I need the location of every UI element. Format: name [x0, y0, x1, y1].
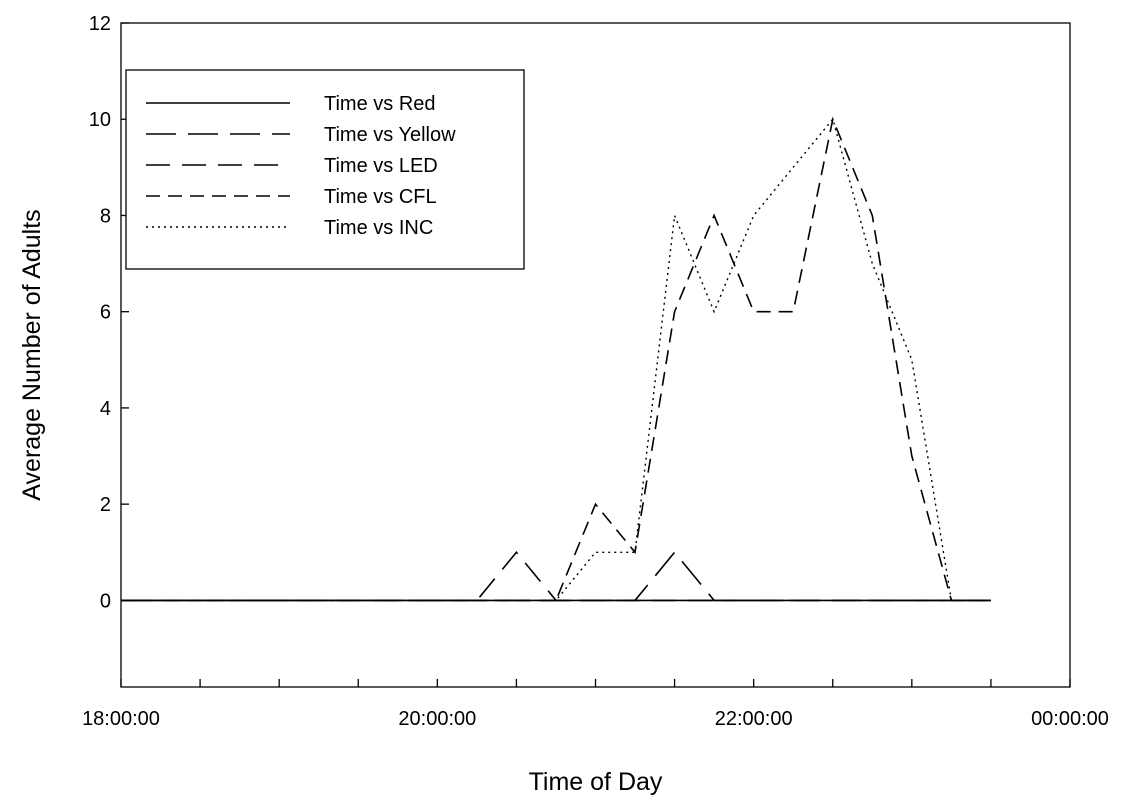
- x-tick-label: 22:00:00: [715, 708, 793, 730]
- legend-label: Time vs Yellow: [324, 124, 456, 146]
- x-tick-label: 00:00:00: [1031, 708, 1109, 730]
- x-axis-title: Time of Day: [529, 768, 663, 796]
- series-line-time-vs-yellow: [121, 551, 991, 602]
- series-line-time-vs-led: [121, 551, 991, 602]
- x-tick-label: 20:00:00: [398, 708, 476, 730]
- series-lines: [121, 116, 991, 602]
- legend: Time vs Red Time vs Yellow Time vs LED Time…: [125, 69, 525, 270]
- legend-label: Time vs Red: [324, 93, 436, 115]
- y-tick-label: 4: [100, 398, 111, 420]
- y-axis: 0 2 4 6 8 10 12: [89, 13, 129, 612]
- y-tick-label: 10: [89, 109, 111, 131]
- legend-label: Time vs CFL: [324, 186, 437, 208]
- series-line-time-vs-inc: [121, 117, 991, 602]
- y-tick-label: 12: [89, 13, 111, 35]
- y-tick-label: 2: [100, 494, 111, 516]
- y-tick-label: 8: [100, 205, 111, 227]
- legend-label: Time vs INC: [324, 217, 433, 239]
- x-tick-label: 18:00:00: [82, 708, 160, 730]
- y-tick-label: 6: [100, 302, 111, 324]
- x-axis: 18:00:00 20:00:00 22:00:00 00:00:00: [82, 679, 1109, 730]
- y-axis-title: Average Number of Adults: [18, 209, 46, 500]
- y-tick-label: 0: [100, 590, 111, 612]
- legend-label: Time vs LED: [324, 155, 438, 177]
